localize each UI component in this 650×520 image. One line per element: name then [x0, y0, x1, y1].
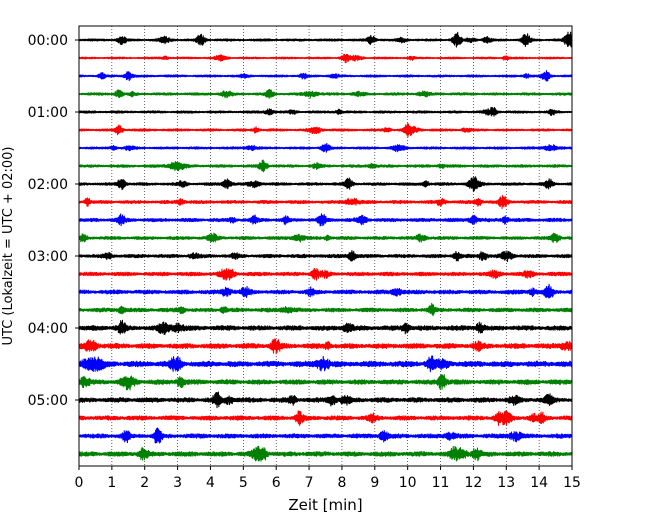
x-tick-label: 2	[140, 475, 149, 491]
y-axis-label: UTC (Lokalzeit = UTC + 02:00)	[1, 147, 16, 346]
seismic-trace	[78, 31, 573, 48]
y-axis-ticks: 00:00 01:00 02:00 03:00 04:00 05:00	[28, 33, 79, 409]
seismic-trace	[78, 123, 573, 138]
x-tick-label: 13	[497, 475, 515, 491]
seismic-trace	[78, 106, 573, 117]
grid-lines	[111, 26, 540, 466]
x-tick-label: 10	[399, 475, 417, 491]
x-tick-label: 1	[107, 475, 116, 491]
x-tick-label: 12	[464, 475, 482, 491]
x-tick-label: 3	[173, 475, 182, 491]
traces	[78, 31, 573, 462]
seismic-trace	[78, 176, 573, 192]
seismic-trace	[78, 213, 573, 227]
x-tick-label: 9	[370, 475, 379, 491]
seismic-trace	[78, 159, 573, 173]
x-axis-ticks: 0 1 2 3 4 5 6 7 8 9 10 11 12 13 14 15	[75, 466, 581, 491]
seismic-trace	[78, 374, 573, 391]
y-tick-label: 00:00	[28, 33, 68, 49]
y-tick-label: 02:00	[28, 177, 68, 193]
x-tick-label: 7	[305, 475, 314, 491]
x-tick-label: 6	[272, 475, 281, 491]
x-tick-label: 11	[432, 475, 450, 491]
x-tick-label: 8	[337, 475, 346, 491]
y-tick-label: 04:00	[28, 321, 68, 337]
x-tick-label: 0	[75, 475, 84, 491]
seismic-trace	[78, 391, 573, 409]
x-tick-label: 14	[530, 475, 548, 491]
seismic-trace	[78, 283, 573, 299]
seismic-trace	[78, 142, 573, 153]
seismic-trace	[78, 338, 573, 355]
x-tick-label: 4	[206, 475, 215, 491]
seismic-trace	[78, 302, 573, 317]
x-tick-label: 15	[563, 475, 581, 491]
y-tick-label: 05:00	[28, 393, 68, 409]
x-tick-label: 5	[239, 475, 248, 491]
plot-frame	[78, 25, 573, 467]
seismic-trace	[78, 267, 573, 281]
seismic-trace	[78, 232, 573, 243]
seismic-trace	[78, 250, 573, 263]
seismic-trace	[78, 195, 573, 210]
seismic-trace	[78, 88, 573, 99]
seismic-trace	[78, 319, 573, 336]
seismic-trace	[78, 427, 573, 444]
x-axis-label: Zeit [min]	[288, 496, 362, 514]
y-tick-label: 03:00	[28, 249, 68, 265]
seismic-trace	[78, 410, 573, 426]
seismic-trace	[78, 70, 573, 82]
seismic-trace	[78, 445, 573, 462]
y-tick-label: 01:00	[28, 105, 68, 121]
seismic-trace	[78, 53, 573, 64]
seismic-trace	[78, 355, 573, 373]
